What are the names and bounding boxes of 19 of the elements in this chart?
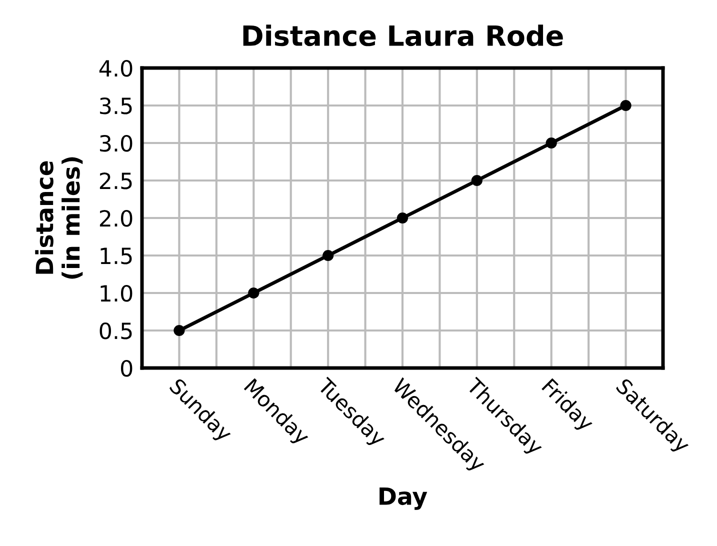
y-tick-label: 1.5 <box>100 248 132 264</box>
point <box>620 100 632 112</box>
y-tick-label: 3.5 <box>100 97 132 114</box>
point <box>174 324 185 336</box>
y-tick-label: 2.5 <box>100 172 132 190</box>
x-axis-title: Day <box>380 488 428 510</box>
y-axis-title: Distance (in miles) <box>35 157 83 279</box>
y-tick-label: 0.5 <box>100 322 132 340</box>
point <box>396 212 408 224</box>
point <box>248 287 260 299</box>
y-tick-label: 3.0 <box>100 134 132 152</box>
y-tick-label: 2.0 <box>100 210 132 227</box>
point <box>471 174 482 186</box>
point <box>322 250 334 262</box>
point <box>546 137 557 149</box>
chart-title: Distance Laura Rode <box>243 24 563 46</box>
y-tick-label: 4.0 <box>99 60 132 77</box>
y-tick-label: 0 <box>120 360 132 377</box>
y-tick-label: 1.0 <box>100 284 132 302</box>
